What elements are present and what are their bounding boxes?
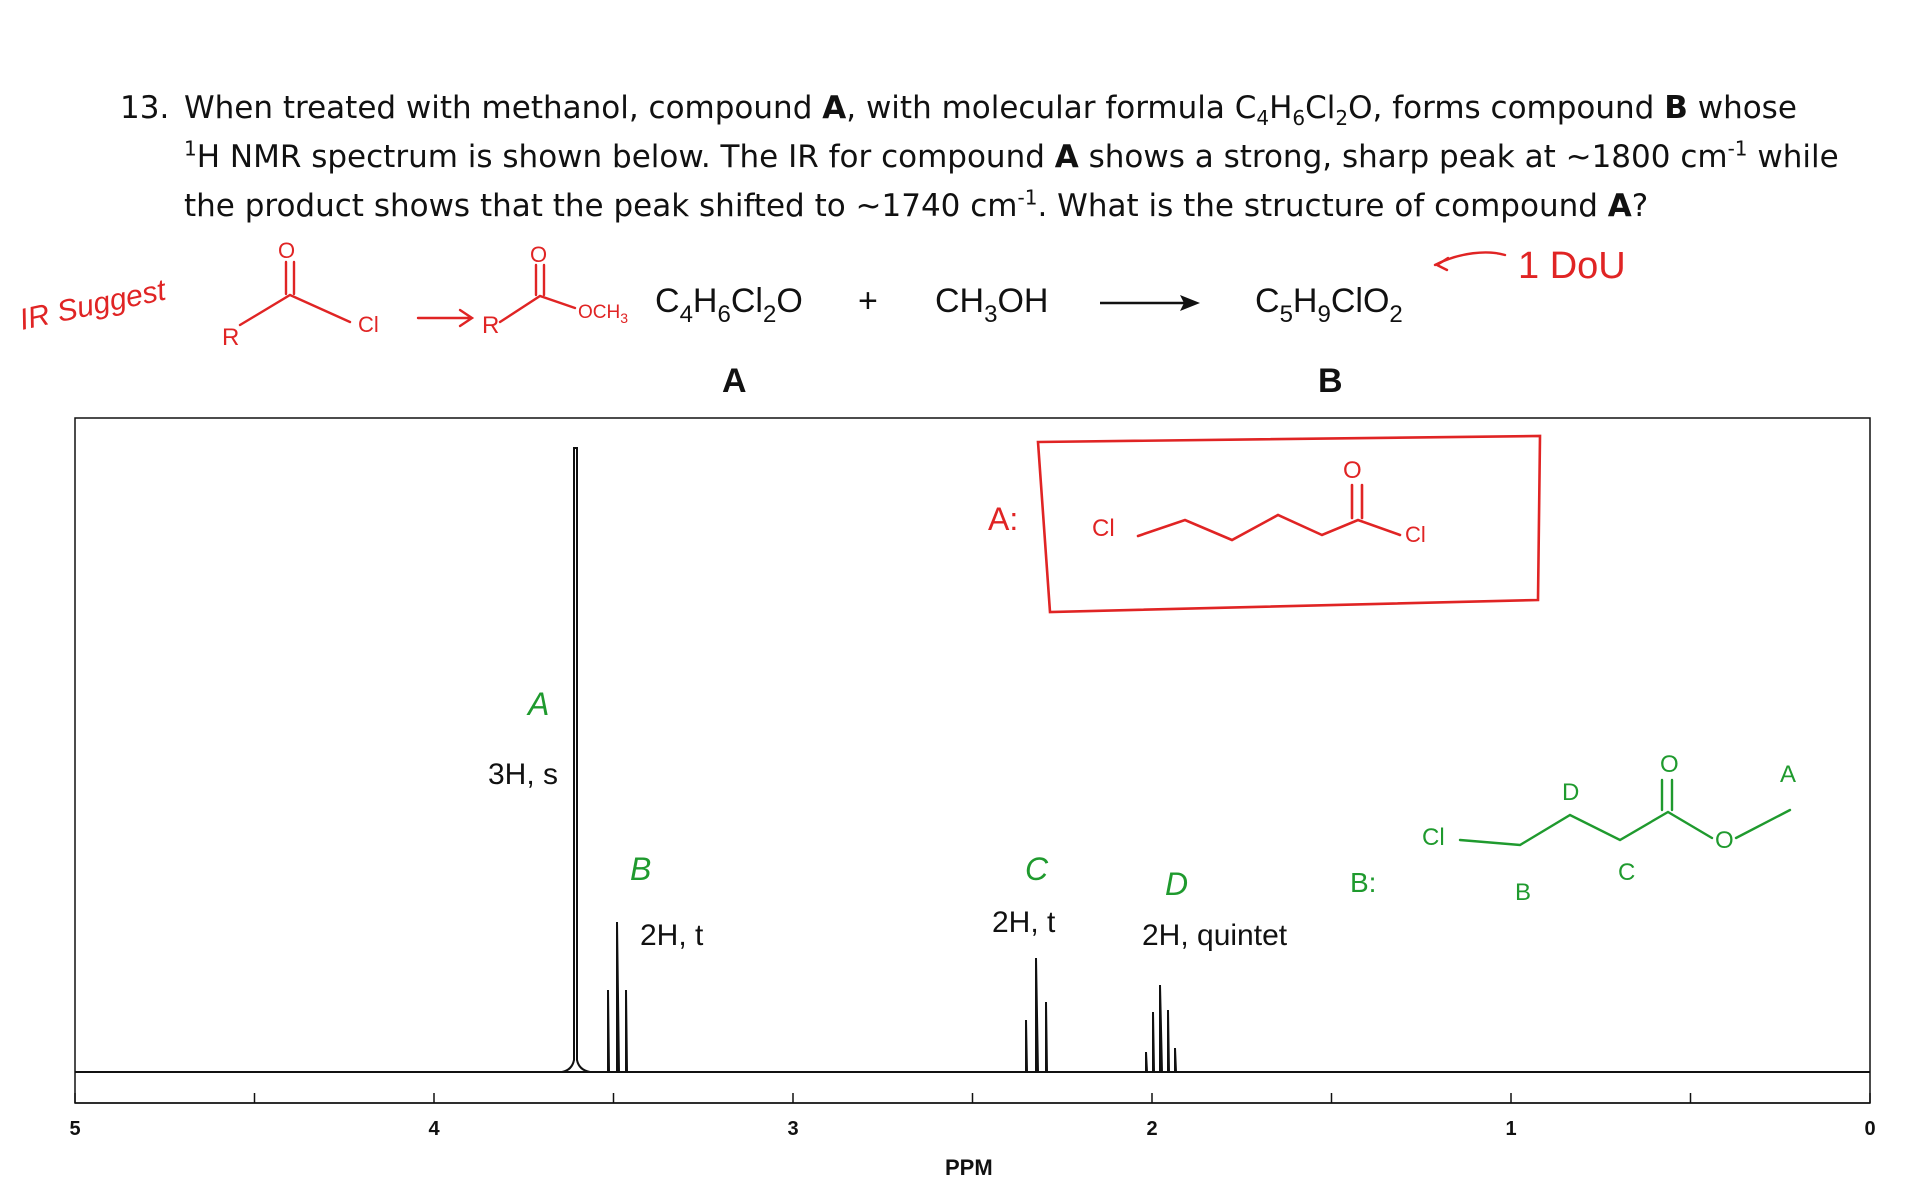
question-text: 13. When treated with methanol, compound… xyxy=(120,84,1840,231)
peak-labels: 3H, s 2H, t 2H, t 2H, quintet xyxy=(488,758,1288,952)
svg-text:O: O xyxy=(1660,751,1679,778)
axis-tick-label: 1 xyxy=(1505,1118,1516,1140)
label-compound-b: B xyxy=(1318,362,1343,400)
ester-bonds xyxy=(498,294,577,324)
svg-text:Cl: Cl xyxy=(1422,824,1445,851)
ppm-axis: 5 4 3 2 1 0 xyxy=(69,1093,1876,1140)
green-letter-c: C xyxy=(1025,851,1049,887)
svg-text:B: B xyxy=(1515,879,1531,906)
answer-carbonyl xyxy=(1350,483,1364,520)
label-compound-a: A xyxy=(722,362,747,400)
axis-tick-label: 2 xyxy=(1146,1118,1157,1140)
peak-quintet-2h xyxy=(1140,984,1182,1073)
x-axis-label: PPM xyxy=(945,1155,993,1180)
answer-label-a: A: xyxy=(988,501,1018,537)
axis-tick-label: 0 xyxy=(1864,1118,1875,1140)
acyl-chloride-carbonyl xyxy=(284,260,296,296)
dou-text: 1 DoU xyxy=(1518,245,1626,287)
reaction-arrow xyxy=(1100,295,1200,311)
green-letter-a: A xyxy=(526,686,549,722)
structure-b-chain xyxy=(1458,808,1792,847)
structure-b-label: B: xyxy=(1350,867,1376,898)
question-body: When treated with methanol, compound A, … xyxy=(184,90,1839,224)
svg-text:Cl: Cl xyxy=(358,312,379,337)
answer-chain xyxy=(1136,513,1402,542)
ester-carbonyl xyxy=(534,263,546,297)
question-number: 13. xyxy=(120,90,170,126)
plus-sign: + xyxy=(858,282,878,320)
svg-text:R: R xyxy=(482,312,499,339)
answer-box-outline xyxy=(1036,434,1542,614)
svg-text:O: O xyxy=(1715,827,1734,854)
svg-text:D: D xyxy=(1562,779,1579,806)
och3-text: OCH3 xyxy=(578,302,628,326)
svg-text:O: O xyxy=(530,242,547,267)
product-formula: C5H9ClO2 xyxy=(1255,282,1403,328)
svg-text:C: C xyxy=(1618,859,1635,886)
reactant-formula: C4H6Cl2O xyxy=(655,282,803,328)
svg-text:Cl: Cl xyxy=(1405,522,1426,547)
structure-b: B: Cl O O B C D A xyxy=(1350,751,1796,906)
structure-b-carbonyl xyxy=(1660,778,1674,812)
peak-label-2h-t-a: 2H, t xyxy=(640,919,704,952)
svg-text:O: O xyxy=(278,238,295,263)
ir-suggest-text: IR Suggest xyxy=(17,273,171,336)
structure-b-letters: B C D A xyxy=(1515,761,1796,906)
handwritten-arrow xyxy=(416,308,475,328)
green-letter-b: B xyxy=(630,851,651,887)
svg-text:A: A xyxy=(1780,761,1796,788)
reaction-equation: C4H6Cl2O + CH3OH C5H9ClO2 A B xyxy=(655,282,1403,400)
nmr-peaks xyxy=(561,447,1182,1073)
peak-singlet-3h xyxy=(561,447,591,1073)
axis-tick-label: 5 xyxy=(69,1118,80,1140)
acyl-chloride-bonds xyxy=(238,293,352,327)
axis-tick-label: 3 xyxy=(787,1118,798,1140)
peak-triplet-2h-b xyxy=(1020,957,1052,1073)
methanol-formula: CH3OH xyxy=(935,282,1048,328)
axis-tick-label: 4 xyxy=(428,1118,440,1140)
peak-label-2h-t-b: 2H, t xyxy=(992,906,1056,939)
spectrum-frame xyxy=(74,417,1871,1104)
svg-text:R: R xyxy=(222,324,239,351)
svg-text:O: O xyxy=(1343,457,1362,484)
peak-triplet-2h-a xyxy=(603,921,632,1073)
svg-text:Cl: Cl xyxy=(1092,515,1115,542)
green-letter-d: D xyxy=(1165,866,1188,902)
answer-box-a: A: Cl O Cl xyxy=(988,434,1542,614)
peak-label-3h-s: 3H, s xyxy=(488,758,558,791)
peak-label-2h-quintet: 2H, quintet xyxy=(1142,919,1288,952)
green-peak-letters: A B C D xyxy=(526,686,1188,902)
